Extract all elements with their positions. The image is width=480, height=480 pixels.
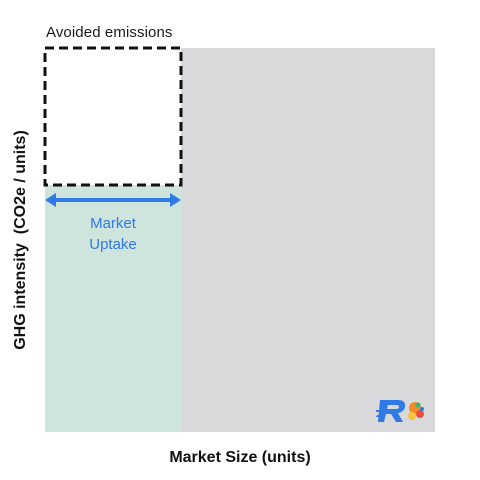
market-uptake-area <box>45 185 181 432</box>
double-headed-arrow-icon <box>45 193 181 207</box>
avoided-emissions-label: Avoided emissions <box>46 24 173 41</box>
y-axis-label: GHG intensity (CO2e / units) <box>12 130 29 350</box>
market-uptake-label-line2: Uptake <box>89 236 137 253</box>
market-uptake-label: Market Uptake <box>45 213 181 255</box>
market-uptake-label-line1: Market <box>90 215 136 232</box>
avoided-emissions-box <box>43 46 183 187</box>
brand-logo-icon <box>376 400 424 422</box>
x-axis-label: Market Size (units) <box>169 449 311 466</box>
dashed-border <box>43 46 183 187</box>
